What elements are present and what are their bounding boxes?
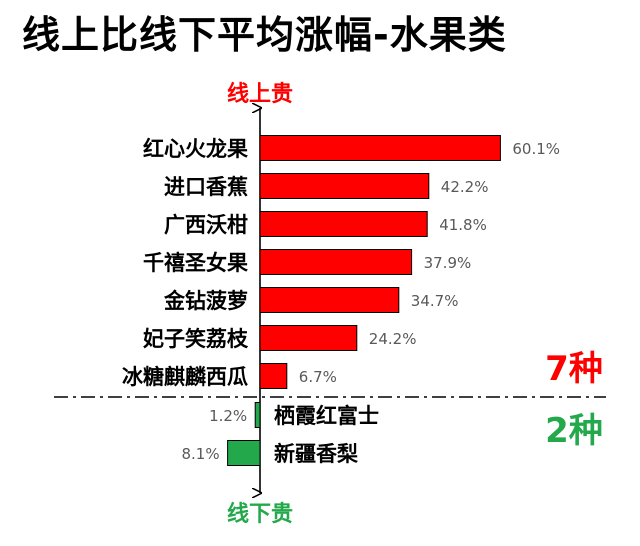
bar-4 [259, 249, 413, 275]
value-label: 24.2% [369, 330, 417, 348]
chart-title: 线上比线下平均涨幅-水果类 [22, 13, 507, 57]
value-label: 34.7% [411, 292, 459, 310]
bar-7 [259, 363, 288, 389]
category-label: 金钻菠萝 [163, 289, 248, 313]
value-label: 6.7% [299, 368, 337, 386]
value-label: 42.2% [441, 178, 489, 196]
bar-6 [259, 325, 358, 351]
category-label: 红心火龙果 [143, 137, 248, 161]
value-label: 60.1% [512, 140, 560, 158]
top-axis-label: 线上贵 [227, 81, 293, 107]
category-label: 广西沃柑 [164, 213, 248, 237]
bar-3 [259, 211, 428, 237]
bar-8 [254, 402, 261, 428]
value-label: 1.2% [209, 407, 247, 425]
value-label: 41.8% [439, 216, 487, 234]
category-label: 进口香蕉 [164, 175, 248, 199]
bar-2 [259, 173, 430, 199]
bar-1 [259, 135, 501, 161]
positive-count-label: 7种 [545, 349, 603, 389]
category-label: 冰糖麒麟西瓜 [122, 365, 248, 389]
category-label: 妃子笑荔枝 [143, 327, 249, 351]
category-label: 新疆香梨 [274, 442, 358, 466]
value-label: 37.9% [424, 254, 472, 272]
bottom-axis-label: 线下贵 [227, 501, 293, 527]
negative-count-label: 2种 [545, 411, 603, 451]
bar-5 [259, 287, 400, 313]
bar-9 [227, 440, 261, 466]
category-label: 千禧圣女果 [143, 251, 248, 275]
category-label: 栖霞红富士 [274, 404, 379, 428]
value-label: 8.1% [181, 445, 219, 463]
